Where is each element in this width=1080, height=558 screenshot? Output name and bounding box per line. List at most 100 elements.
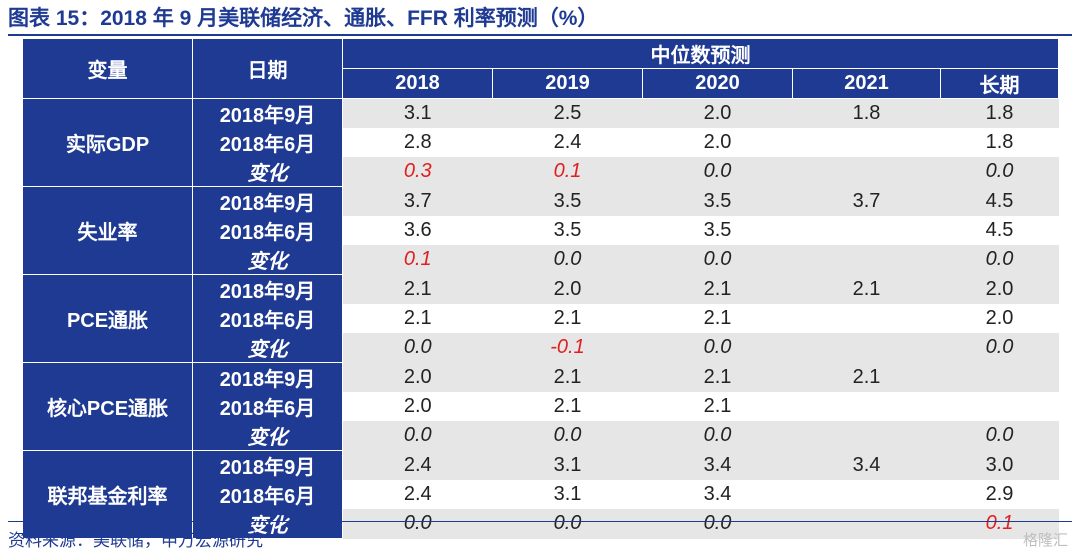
table-row: 联邦基金利率 2018年9月 2.4 3.1 3.4 3.4 3.0 [22, 450, 1059, 539]
forecast-value: 2.1 [403, 307, 432, 329]
date-label: 2018年6月 [192, 304, 343, 333]
date-label: 2018年9月 [192, 362, 343, 392]
change-value: 0.0 [342, 421, 493, 451]
change-label: 变化 [192, 421, 343, 451]
forecast-value: 3.7 [342, 186, 493, 216]
forecast-value: 2.1 [553, 395, 582, 417]
header-year: 2021 [792, 68, 941, 99]
change-value: 0.0 [940, 421, 1059, 451]
date-label: 2018年9月 [192, 450, 343, 480]
title-rule [8, 34, 1072, 36]
header-year: 长期 [940, 68, 1059, 99]
forecast-value: 1.8 [985, 131, 1014, 153]
date-label: 2018年9月 [192, 186, 343, 216]
date-label: 2018年6月 [192, 392, 343, 421]
table-row: 变化 0.3 0.1 0.0 0.0 [23, 157, 1059, 187]
forecast-value: 2.1 [342, 274, 493, 304]
change-value: 0.0 [492, 509, 643, 539]
variable-name: 核心PCE通胀 [22, 362, 193, 451]
change-value [792, 245, 941, 275]
forecast-value: 2.1 [792, 362, 941, 392]
forecast-value: 2.0 [492, 274, 643, 304]
change-value: 0.0 [642, 509, 793, 539]
change-value [792, 157, 941, 187]
change-value: 0.0 [642, 421, 793, 451]
date-label: 2018年6月 [192, 128, 343, 157]
forecast-value: 2.1 [553, 307, 582, 329]
forecast-value [793, 128, 941, 157]
table-row: 变化 0.0 -0.1 0.0 0.0 [23, 333, 1059, 363]
forecast-value: 2.1 [703, 307, 732, 329]
change-label: 变化 [192, 509, 343, 539]
header-year: 2018 [342, 68, 493, 99]
forecast-value: 3.5 [553, 219, 582, 241]
forecast-value: 3.4 [642, 450, 793, 480]
forecast-value: 2.0 [342, 362, 493, 392]
forecast-value: 2.1 [703, 395, 732, 417]
forecast-value: 3.1 [342, 98, 493, 128]
table-row: 2018年6月 2.4 3.1 3.4 2.9 [23, 480, 1059, 509]
change-value [792, 333, 941, 363]
change-label: 变化 [192, 157, 343, 187]
forecast-value: 2.4 [342, 450, 493, 480]
watermark: 格隆汇 [1022, 532, 1068, 549]
forecast-value: 2.9 [985, 483, 1014, 505]
forecast-value: 2.0 [642, 98, 793, 128]
header-year: 2020 [642, 68, 793, 99]
forecast-value: 2.1 [792, 274, 941, 304]
header-median-forecast: 中位数预测 [342, 38, 1059, 69]
change-value: 0.0 [642, 333, 793, 363]
forecast-value: 2.4 [403, 483, 432, 505]
variable-name: 失业率 [22, 186, 193, 275]
forecast-value: 3.5 [642, 186, 793, 216]
change-value: 0.0 [492, 421, 643, 451]
header-date: 日期 [192, 38, 343, 99]
change-value: 0.0 [492, 245, 643, 275]
forecast-value: 2.0 [985, 307, 1014, 329]
change-value: -0.1 [492, 333, 643, 363]
forecast-value: 2.0 [703, 131, 732, 153]
forecast-value: 4.5 [985, 219, 1014, 241]
header-variable: 变量 [22, 38, 193, 99]
forecast-value: 3.1 [492, 450, 643, 480]
source-note: 资料来源：美联储，申万宏源研究 [8, 531, 263, 550]
forecast-value: 2.0 [940, 274, 1059, 304]
forecast-value [793, 480, 941, 509]
change-value [792, 421, 941, 451]
table-row: 2018年6月 2.1 2.1 2.1 2.0 [23, 304, 1059, 333]
forecast-value: 1.8 [792, 98, 941, 128]
forecast-value: 2.1 [642, 274, 793, 304]
forecast-value: 3.1 [553, 483, 582, 505]
variable-name: 实际GDP [22, 98, 193, 187]
change-value [792, 509, 941, 539]
change-value: 0.0 [642, 157, 793, 187]
change-value: 0.0 [342, 333, 493, 363]
forecast-value: 2.5 [492, 98, 643, 128]
date-label: 2018年9月 [192, 274, 343, 304]
forecast-value: 2.4 [553, 131, 582, 153]
forecast-value: 3.5 [703, 219, 732, 241]
variable-name: PCE通胀 [22, 274, 193, 363]
date-label: 2018年6月 [192, 480, 343, 509]
forecast-value [941, 392, 1059, 421]
forecast-value: 3.4 [792, 450, 941, 480]
table-row: 核心PCE通胀 2018年9月 2.0 2.1 2.1 2.1 [22, 362, 1059, 451]
change-value: 0.0 [940, 157, 1059, 187]
forecast-value [940, 362, 1059, 392]
change-value: 0.1 [940, 509, 1059, 539]
table-row: 变化 0.1 0.0 0.0 0.0 [23, 245, 1059, 275]
forecast-value [793, 304, 941, 333]
table-row: 实际GDP 2018年9月 3.1 2.5 2.0 1.8 1.8 [22, 98, 1059, 187]
forecast-value: 2.1 [642, 362, 793, 392]
forecast-value: 3.4 [703, 483, 732, 505]
table-row: 2018年6月 2.0 2.1 2.1 [23, 392, 1059, 421]
change-value: 0.0 [642, 245, 793, 275]
change-label: 变化 [192, 245, 343, 275]
forecast-value: 2.0 [403, 395, 432, 417]
variable-name: 联邦基金利率 [22, 450, 193, 539]
forecast-value: 4.5 [940, 186, 1059, 216]
table-row: 2018年6月 3.6 3.5 3.5 4.5 [23, 216, 1059, 245]
forecast-value: 2.1 [492, 362, 643, 392]
table-row: PCE通胀 2018年9月 2.1 2.0 2.1 2.1 2.0 [22, 274, 1059, 363]
change-label: 变化 [192, 333, 343, 363]
